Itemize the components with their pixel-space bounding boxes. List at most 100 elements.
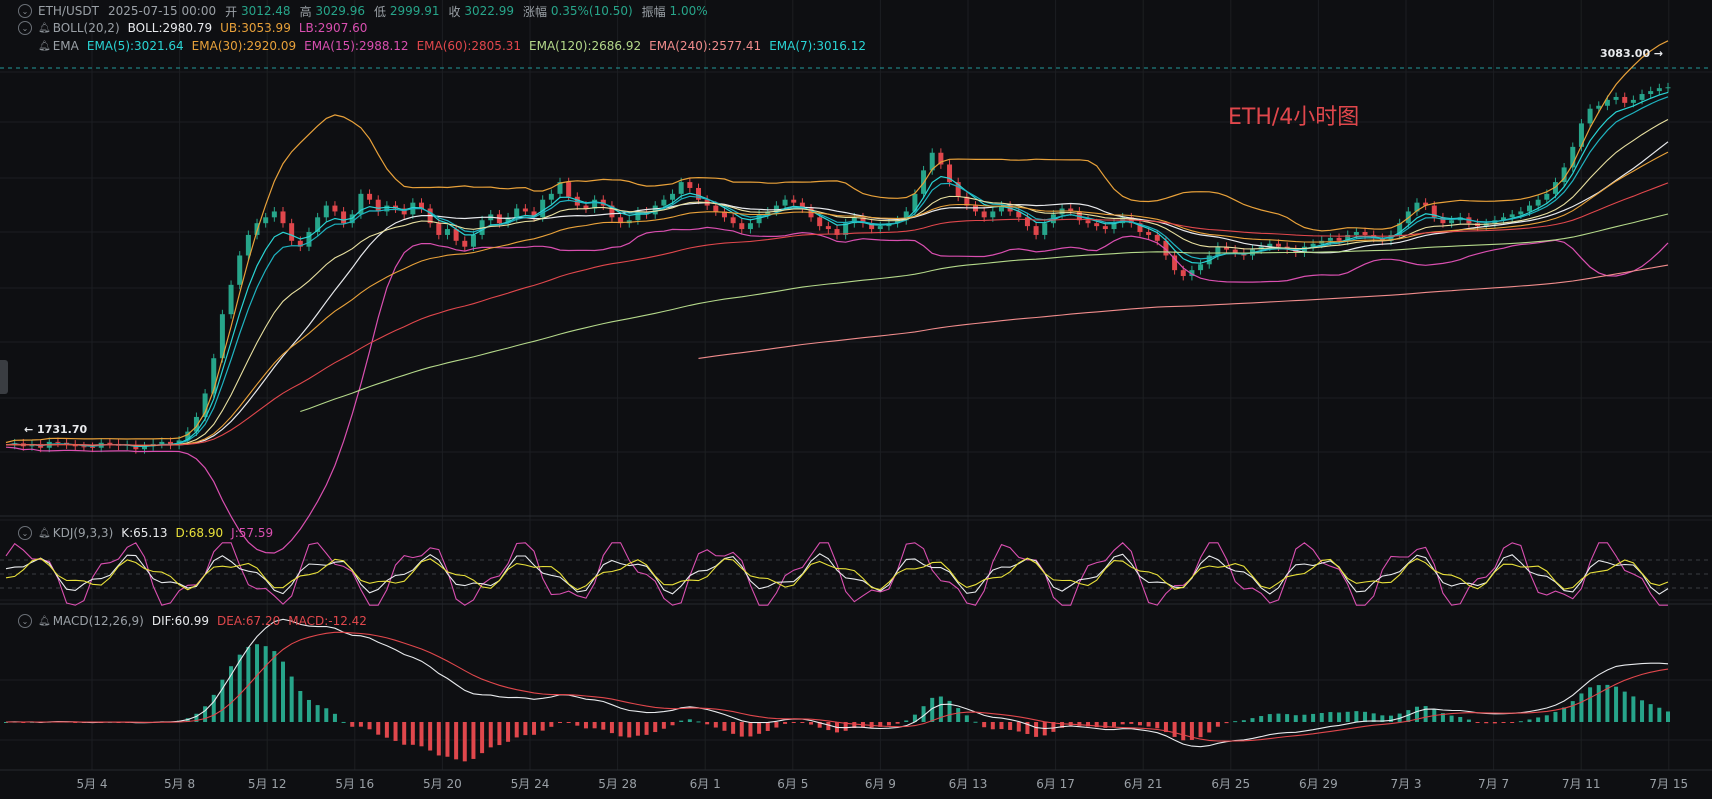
- macd-histogram-bar: [1241, 720, 1246, 722]
- bell-icon[interactable]: 🔔︎: [38, 527, 51, 539]
- candle-body: [280, 211, 286, 224]
- candle-body: [1656, 88, 1662, 92]
- candle-body: [652, 205, 658, 215]
- candle-body: [765, 211, 771, 215]
- candle-body: [843, 223, 849, 235]
- macd-histogram-bar: [462, 722, 467, 762]
- macd-dif-line: [5, 618, 1669, 748]
- candle-body: [505, 217, 511, 224]
- panel-drag-handle[interactable]: [0, 360, 8, 394]
- candle-body: [825, 226, 831, 230]
- bell-icon[interactable]: 🔔︎: [38, 22, 51, 34]
- macd-histogram-bar: [488, 722, 493, 748]
- candle-body: [237, 255, 243, 285]
- macd-histogram-bar: [1648, 704, 1653, 722]
- boll-lower-line: [5, 226, 1669, 554]
- macd-histogram-bar: [886, 722, 891, 726]
- x-tick-label: 7月 11: [1562, 777, 1601, 791]
- macd-histogram-bar: [1094, 722, 1099, 728]
- macd-histogram-bar: [1440, 713, 1445, 722]
- candle-body: [193, 416, 199, 432]
- bell-icon[interactable]: 🔔︎: [38, 40, 51, 52]
- macd-histogram-bar: [1163, 722, 1168, 733]
- candle-body: [514, 208, 520, 218]
- macd-histogram-bar: [1319, 713, 1324, 722]
- macd-histogram-bar: [1146, 722, 1151, 727]
- candle-body: [721, 211, 727, 218]
- macd-histogram-bar: [281, 661, 285, 722]
- candle-body: [834, 229, 840, 235]
- candle-body: [739, 223, 745, 230]
- datetime-label: 2025-07-15 00:00: [107, 4, 217, 18]
- macd-histogram-bar: [1449, 715, 1454, 722]
- candle-body: [1604, 99, 1610, 106]
- macd-histogram-bar: [1544, 715, 1549, 722]
- macd-histogram-bar: [1198, 722, 1203, 738]
- candle-body: [55, 441, 61, 443]
- macd-histogram-bar: [1354, 711, 1359, 722]
- macd-histogram-bar: [800, 722, 805, 723]
- macd-histogram-bar: [454, 722, 459, 760]
- candle-body: [358, 193, 364, 215]
- macd-histogram-bar: [558, 722, 562, 723]
- macd-histogram-bar: [956, 708, 961, 722]
- macd-histogram-bar: [350, 722, 355, 727]
- collapse-icon[interactable]: ⌄: [18, 614, 32, 628]
- macd-histogram-bar: [843, 722, 848, 731]
- candle-body: [159, 441, 165, 444]
- macd-histogram-bar: [895, 722, 900, 724]
- macd-histogram-bar: [1267, 714, 1272, 722]
- macd-histogram-bar: [765, 722, 770, 731]
- macd-histogram-bar: [1172, 722, 1177, 737]
- candle-body: [1024, 217, 1030, 227]
- macd-histogram-bar: [1233, 721, 1238, 723]
- candle-body: [973, 205, 978, 212]
- candle-body: [323, 205, 329, 218]
- collapse-icon[interactable]: ⌄: [18, 526, 32, 540]
- macd-histogram-bar: [1501, 722, 1506, 723]
- candle-body: [401, 208, 407, 215]
- macd-histogram-bar: [618, 722, 623, 737]
- candle-body: [998, 205, 1004, 212]
- candle-body: [1163, 240, 1169, 256]
- macd-histogram-bar: [670, 722, 675, 726]
- macd-histogram-bar: [1311, 713, 1316, 722]
- macd-histogram-bar: [445, 722, 450, 757]
- candle-body: [1648, 91, 1654, 95]
- candle-body: [142, 446, 147, 450]
- macd-histogram-bar: [1492, 722, 1497, 724]
- macd-legend: ⌄ 🔔︎ MACD(12,26,9) DIF:60.99 DEA:67.20 M…: [0, 612, 375, 630]
- macd-histogram-bar: [947, 700, 952, 722]
- macd-histogram-bar: [635, 722, 640, 736]
- macd-histogram-bar: [809, 722, 814, 725]
- macd-histogram-bar: [817, 722, 822, 728]
- collapse-icon[interactable]: ⌄: [18, 4, 32, 18]
- macd-histogram-bar: [1475, 722, 1480, 723]
- candle-body: [1414, 202, 1420, 212]
- x-tick-label: 7月 3: [1390, 777, 1421, 791]
- candle-body: [1068, 208, 1074, 212]
- bell-icon[interactable]: 🔔︎: [38, 615, 51, 627]
- macd-histogram-bar: [1640, 700, 1645, 722]
- candle-body: [929, 152, 935, 171]
- candle-body: [1189, 270, 1195, 277]
- x-tick-label: 6月 21: [1124, 777, 1163, 791]
- candle-body: [185, 431, 191, 441]
- macd-histogram-bar: [1458, 716, 1463, 722]
- boll-legend: ⌄ 🔔︎ BOLL(20,2) BOLL:2980.79 UB:3053.99 …: [0, 19, 375, 37]
- candle-body: [1327, 237, 1333, 241]
- collapse-icon[interactable]: ⌄: [18, 21, 32, 35]
- macd-histogram-bar: [696, 721, 701, 723]
- candle-body: [1622, 96, 1628, 103]
- candle-body: [851, 217, 857, 224]
- macd-histogram-bar: [878, 722, 883, 727]
- macd-histogram-bar: [938, 696, 943, 722]
- candle-body: [219, 314, 225, 359]
- candle-body: [444, 229, 450, 235]
- candle-body: [869, 223, 875, 230]
- macd-histogram-bar: [566, 722, 571, 723]
- candle-body: [687, 182, 693, 188]
- x-tick-label: 7月 15: [1649, 777, 1688, 791]
- macd-dea-line: [6, 631, 1669, 742]
